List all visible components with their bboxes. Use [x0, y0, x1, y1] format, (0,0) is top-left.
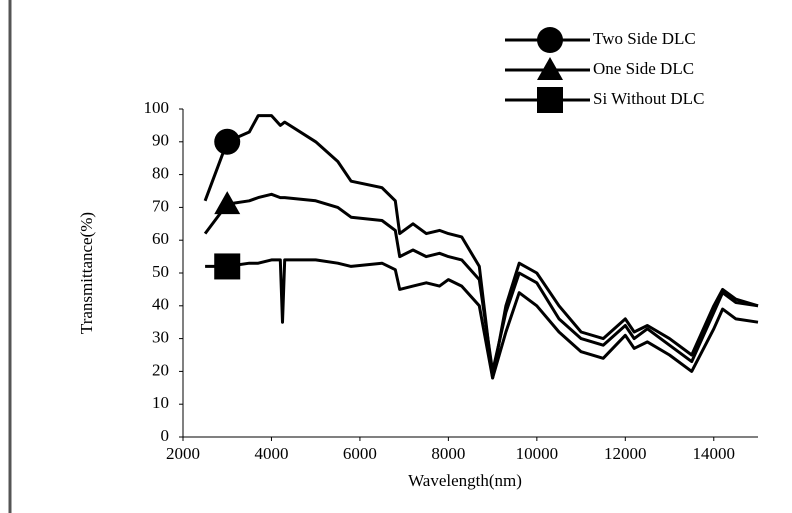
- y-tick-label: 60: [152, 229, 169, 248]
- legend-label: Two Side DLC: [593, 29, 696, 48]
- y-tick-label: 50: [152, 262, 169, 281]
- legend-label: Si Without DLC: [593, 89, 704, 108]
- y-tick-label: 30: [152, 328, 169, 347]
- series-line: [205, 258, 759, 380]
- legend-label: One Side DLC: [593, 59, 694, 78]
- series-line: [203, 114, 759, 380]
- x-tick-label: 14000: [693, 444, 736, 463]
- legend-marker: [537, 27, 563, 53]
- y-tick-label: 20: [152, 360, 169, 379]
- x-tick-label: 4000: [254, 444, 288, 463]
- series-line: [203, 192, 759, 373]
- y-axis-label: Transmittance(%): [77, 212, 96, 334]
- legend-marker: [537, 57, 563, 80]
- y-tick-label: 40: [152, 295, 169, 314]
- x-axis-label: Wavelength(nm): [408, 471, 522, 490]
- marker: [214, 253, 241, 280]
- legend-marker: [537, 87, 563, 113]
- y-tick-label: 70: [152, 196, 169, 215]
- x-tick-label: 12000: [604, 444, 647, 463]
- x-tick-label: 2000: [166, 444, 200, 463]
- x-tick-label: 8000: [431, 444, 465, 463]
- y-tick-label: 100: [144, 98, 170, 117]
- x-tick-label: 6000: [343, 444, 377, 463]
- y-tick-label: 80: [152, 164, 169, 183]
- marker: [214, 128, 241, 155]
- marker: [214, 191, 241, 215]
- x-tick-label: 10000: [516, 444, 559, 463]
- y-tick-label: 10: [152, 393, 169, 412]
- y-tick-label: 0: [161, 426, 170, 445]
- y-tick-label: 90: [152, 131, 169, 150]
